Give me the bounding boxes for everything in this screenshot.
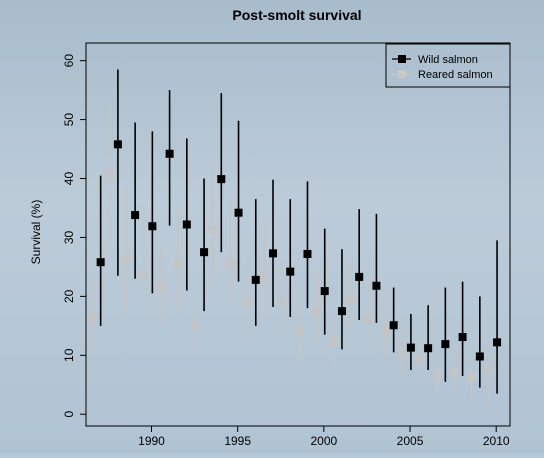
data-point-reared bbox=[260, 272, 269, 281]
data-point-wild bbox=[148, 222, 157, 231]
data-point-reared bbox=[174, 259, 183, 268]
data-point-wild bbox=[337, 307, 346, 316]
y-tick-label: 20 bbox=[62, 289, 76, 303]
plot-area: 0 10 20 30 40 50 60 1990 1995 2000 2005 2010 bbox=[62, 42, 511, 448]
data-point-wild bbox=[320, 287, 329, 296]
x-tick-label: 2005 bbox=[397, 434, 424, 448]
data-point-wild bbox=[234, 208, 243, 217]
y-tick-label: 10 bbox=[62, 348, 76, 362]
data-point-wild bbox=[372, 281, 381, 290]
legend-label-wild: Wild salmon bbox=[418, 54, 478, 66]
y-tick-label: 40 bbox=[62, 172, 76, 186]
data-point-wild bbox=[251, 275, 260, 284]
data-point-reared bbox=[415, 354, 424, 363]
plot-frame bbox=[85, 42, 511, 427]
y-tick-label: 30 bbox=[62, 230, 76, 244]
data-point-wild bbox=[493, 338, 502, 347]
data-point-reared bbox=[432, 371, 441, 380]
data-point-wild bbox=[269, 249, 278, 258]
chart-title: Post-smolt survival bbox=[232, 7, 361, 23]
data-point-reared bbox=[329, 337, 338, 346]
data-point-wild bbox=[200, 248, 209, 257]
data-point-reared bbox=[484, 365, 493, 374]
data-point-reared bbox=[294, 326, 303, 335]
data-point-reared bbox=[191, 322, 200, 331]
data-point-wild bbox=[424, 344, 433, 353]
data-point-wild bbox=[475, 352, 484, 361]
data-point-wild bbox=[96, 258, 105, 267]
data-point-wild bbox=[286, 267, 295, 276]
data-point-wild bbox=[441, 340, 450, 349]
data-point-reared bbox=[449, 367, 458, 376]
y-tick-label: 50 bbox=[62, 113, 76, 127]
data-point-reared bbox=[398, 348, 407, 357]
data-point-reared bbox=[381, 326, 390, 335]
data-point-wild bbox=[406, 343, 415, 352]
data-point-reared bbox=[156, 282, 165, 291]
data-point-reared bbox=[346, 296, 355, 305]
data-point-reared bbox=[105, 169, 114, 178]
legend-label-reared: Reared salmon bbox=[418, 69, 493, 81]
y-tick-label: 0 bbox=[62, 411, 76, 418]
y-axis-label: Survival (%) bbox=[29, 200, 43, 265]
data-point-reared bbox=[312, 307, 321, 316]
data-point-reared bbox=[467, 373, 476, 382]
y-tick-label: 60 bbox=[62, 54, 76, 68]
data-point-wild bbox=[458, 333, 467, 342]
data-point-wild bbox=[131, 211, 140, 220]
x-tick-label: 2000 bbox=[311, 434, 338, 448]
data-point-reared bbox=[139, 269, 148, 278]
data-point-reared bbox=[225, 259, 234, 268]
data-point-wild bbox=[355, 272, 364, 281]
legend-marker-wild bbox=[398, 55, 406, 63]
data-point-reared bbox=[122, 253, 131, 262]
data-point-reared bbox=[363, 315, 372, 324]
data-point-reared bbox=[277, 299, 286, 308]
data-point-reared bbox=[88, 312, 97, 321]
legend-box bbox=[385, 43, 511, 88]
data-point-reared bbox=[243, 298, 252, 307]
x-tick-label: 1990 bbox=[138, 434, 165, 448]
data-point-reared bbox=[208, 225, 217, 234]
data-point-wild bbox=[113, 140, 122, 149]
data-point-wild bbox=[303, 249, 312, 258]
x-tick-label: 1995 bbox=[224, 434, 251, 448]
x-tick-label: 2010 bbox=[483, 434, 510, 448]
legend: Wild salmon Reared salmon bbox=[385, 43, 511, 88]
data-point-wild bbox=[217, 175, 226, 184]
legend-marker-reared bbox=[398, 70, 406, 78]
data-point-wild bbox=[182, 220, 191, 229]
data-point-wild bbox=[165, 149, 174, 158]
data-point-wild bbox=[389, 321, 398, 330]
